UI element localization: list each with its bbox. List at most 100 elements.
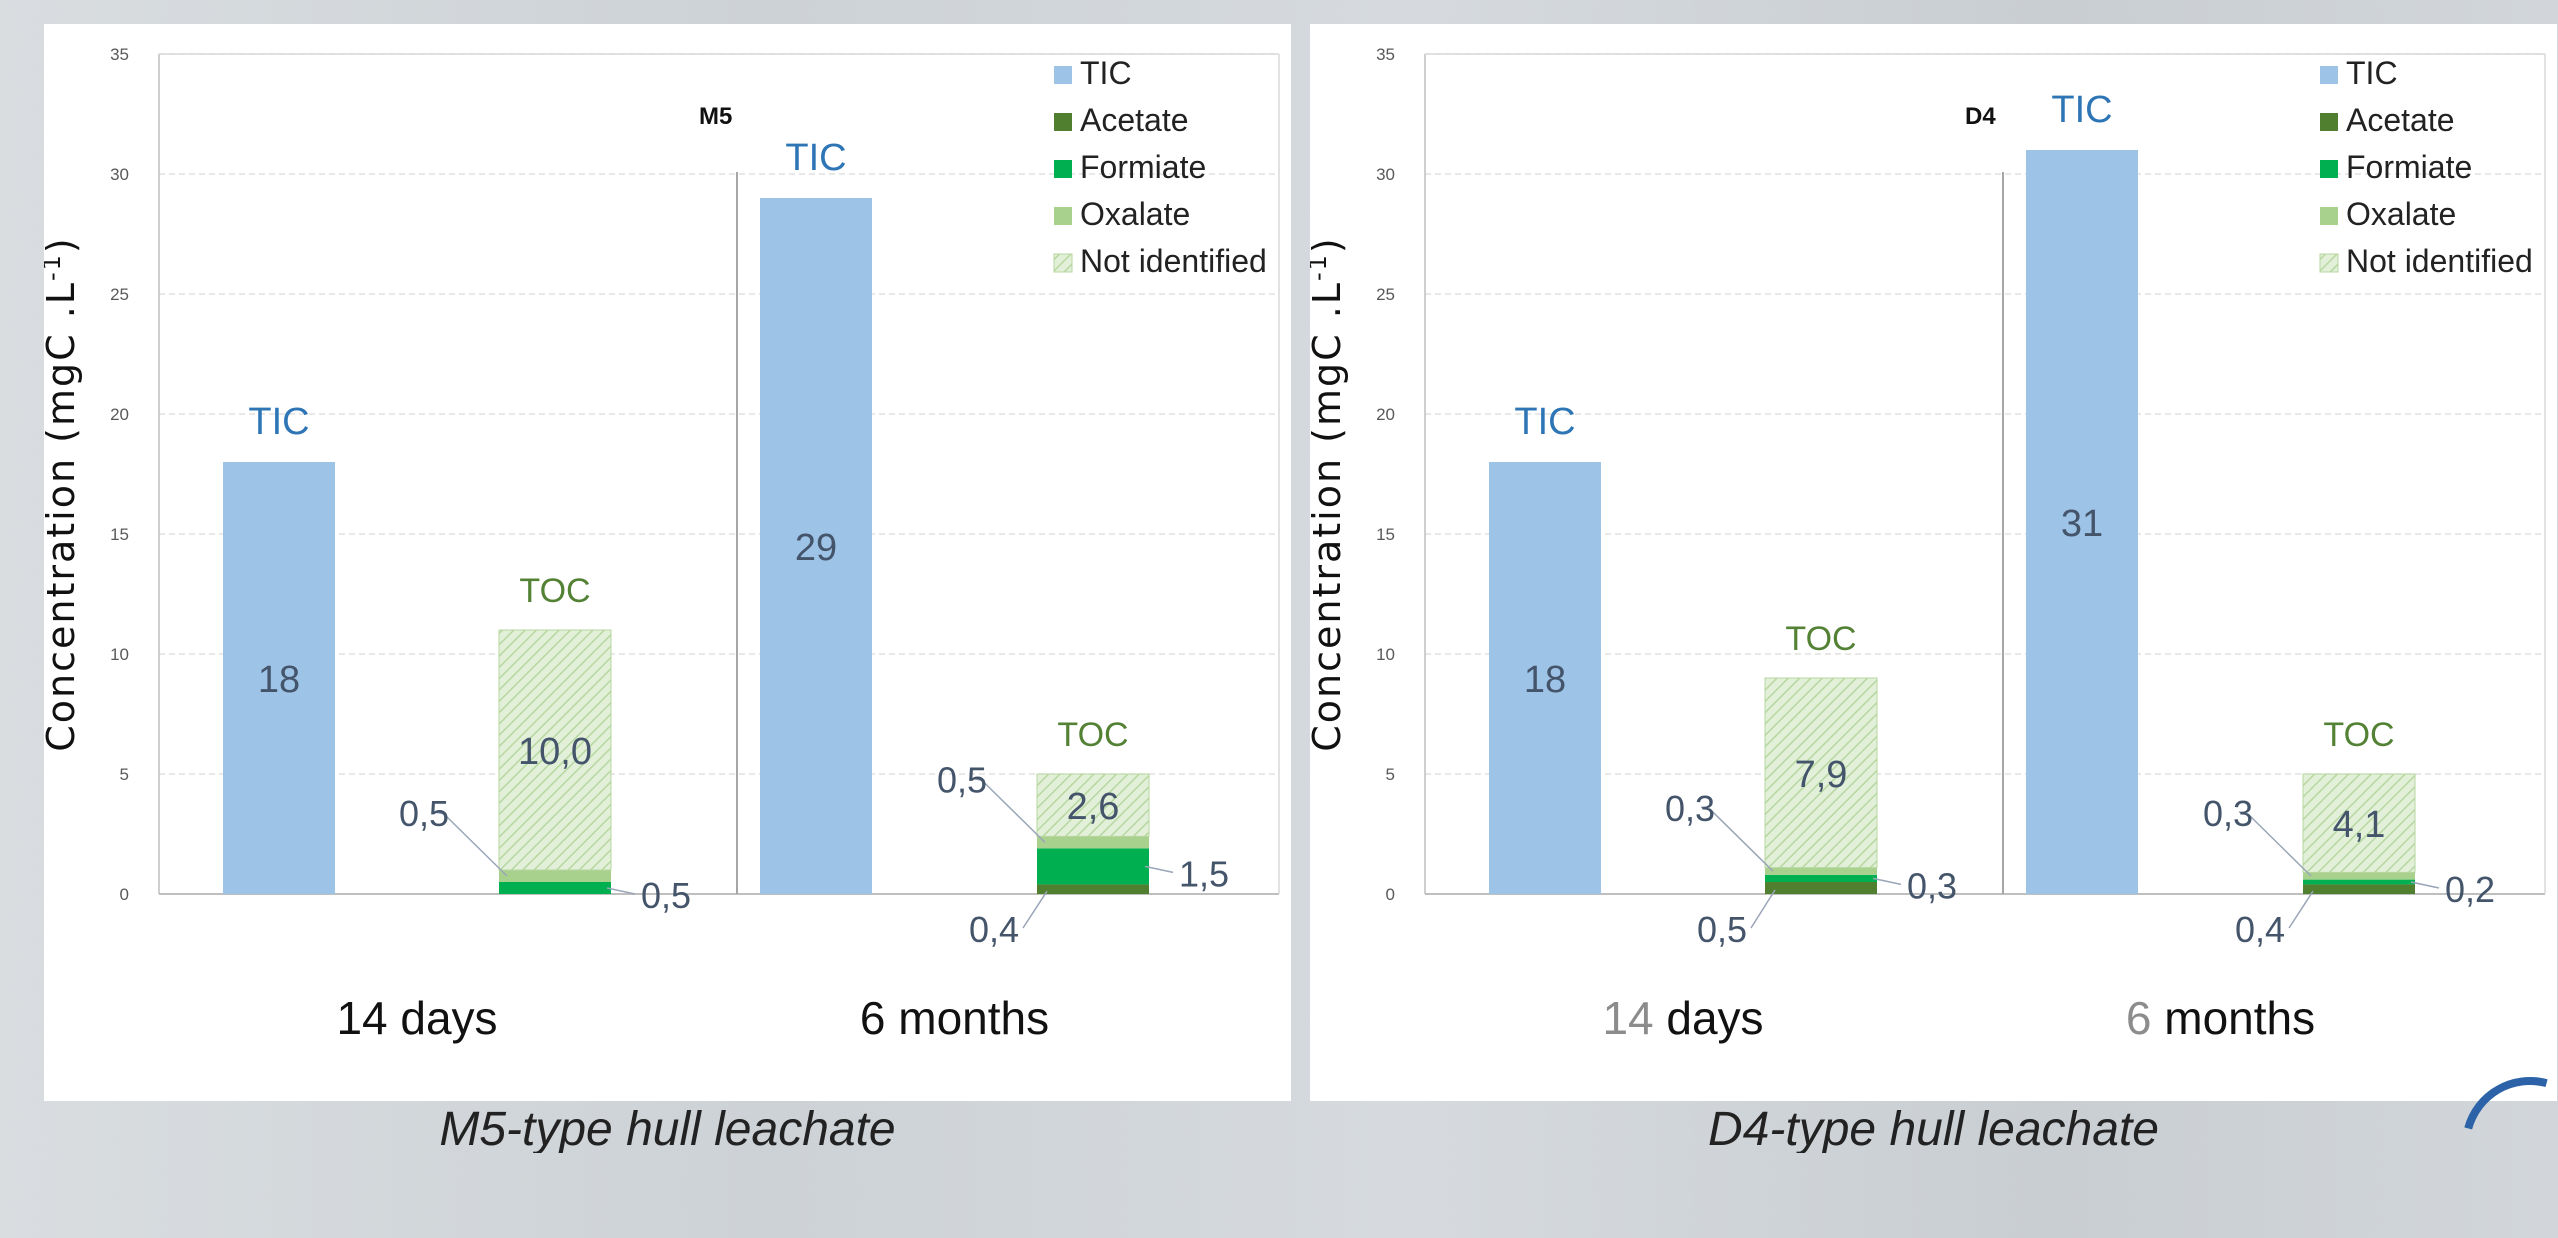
callout-leader-line [2238,811,2312,877]
y-tick-label: 25 [1376,285,1395,304]
legend-label: Not identified [1080,243,1267,279]
legend-swatch-formiate [2320,160,2338,178]
y-tick-label: 5 [120,765,129,784]
y-tick-label: 20 [110,405,129,424]
chart-panel-d4: 0 5 10 15 20 25 30 35 D4 Concentration (mgC .L-1)… [1310,24,2557,1101]
category-label: 14 days [1602,992,1763,1044]
toc-bar-title: TOC [1785,620,1856,658]
toc-segment-formiate [2303,879,2415,885]
category-label: 6 months [860,992,1049,1044]
legend-swatch-tic [1054,66,1072,84]
tic-value-label: 31 [2061,503,2103,545]
tic-bar [223,462,335,894]
callout-leader-line [1872,877,1902,886]
toc-segment-oxalate [2303,872,2415,880]
chart-d4: 0 5 10 15 20 25 30 35 D4 Concentration (mgC .L-1)… [1310,45,2546,1044]
callout-label: 0,5 [1697,909,1747,950]
not-identified-value-label: 4,1 [2333,804,2386,846]
callout-leader-line [606,887,636,895]
legend-label: Not identified [2346,243,2533,279]
y-tick-label: 5 [1386,765,1395,784]
callout-label: 0,5 [641,875,691,916]
callout-leader-line [972,777,1046,843]
legend-swatch-not-identified [1053,253,1073,273]
toc-segment-oxalate [1037,836,1149,849]
not-identified-value-label: 10,0 [518,731,592,773]
legend-label: Oxalate [2346,196,2456,232]
toc-segment-formiate [1765,874,1877,882]
tic-bar-title: TIC [2051,89,2112,131]
y-tick-label: 35 [1376,45,1395,64]
y-tick-label: 10 [1376,645,1395,664]
tic-value-label: 18 [1524,659,1566,701]
tic-value-label: 18 [258,659,300,701]
y-tick-label: 10 [110,645,129,664]
callout-leader-line [434,811,508,877]
toc-bar-title: TOC [1057,716,1128,754]
legend-label: Acetate [1080,102,1189,138]
y-tick-label: 25 [110,285,129,304]
toc-segment-not-identified [2302,773,2416,873]
tic-bar [1489,462,1601,894]
legend-label: TIC [1080,55,1132,91]
callout-leader-line [1144,865,1174,874]
toc-segment-formiate [499,882,611,894]
category-label: 14 days [336,992,497,1044]
legend-swatch-oxalate [2320,207,2338,225]
legend-label: TIC [2346,55,2398,91]
legend-label: Formiate [1080,149,1206,185]
not-identified-value-label: 2,6 [1067,786,1120,828]
callout-leader-line [1700,806,1774,872]
not-identified-value-label: 7,9 [1795,754,1848,796]
callout-label: 0,3 [2203,793,2253,834]
y-axis-label: Concentration (mgC .L-1) [1310,236,1349,752]
caption-m5: M5-type hull leachate [439,1103,896,1153]
callout-label: 1,5 [1179,853,1229,894]
callout-leader-line [2410,881,2440,889]
y-tick-label: 0 [120,885,129,904]
toc-segment-acetate [1765,882,1877,894]
caption-d4: D4-type hull leachate [1708,1103,2159,1153]
legend-swatch-formiate [1054,160,1072,178]
chart-panel-m5: 0 5 10 15 20 25 30 35 M5 Concentration (mgC .L-1)… [44,24,1291,1101]
chart-marker-label: M5 [699,103,732,130]
legend-swatch-acetate [2320,113,2338,131]
y-axis-label: Concentration (mgC .L-1) [44,236,83,752]
y-tick-label: 0 [1386,885,1395,904]
y-tick-label: 30 [1376,165,1395,184]
legend-swatch-acetate [1054,113,1072,131]
toc-bar-title: TOC [2323,716,2394,754]
legend-swatch-oxalate [1054,207,1072,225]
callout-label: 0,2 [2445,869,2495,910]
toc-bar-title: TOC [519,572,590,610]
legend-swatch-tic [2320,66,2338,84]
y-tick-label: 15 [1376,525,1395,544]
legend-label: Acetate [2346,102,2455,138]
chart-marker-label: D4 [1965,103,1996,130]
toc-segment-acetate [2303,884,2415,894]
toc-segment-formiate [1037,848,1149,885]
toc-segment-not-identified [1764,677,1878,869]
callout-label: 0,3 [1665,788,1715,829]
tic-bar-title: TIC [248,401,309,443]
tic-bar-title: TIC [785,137,846,179]
legend-label: Oxalate [1080,196,1190,232]
toc-segment-oxalate [1765,867,1877,875]
callout-leader-line [1022,890,1048,929]
legend-swatch-not-identified [2319,253,2339,273]
tic-value-label: 29 [795,527,837,569]
tic-bar-title: TIC [1514,401,1575,443]
callout-label: 0,5 [937,759,987,800]
callout-label: 0,5 [399,793,449,834]
callout-label: 0,4 [2235,909,2285,950]
callout-leader-line [2288,890,2314,929]
legend-label: Formiate [2346,149,2472,185]
chart-m5: 0 5 10 15 20 25 30 35 M5 Concentration (mgC .L-1)… [44,45,1280,1044]
y-tick-label: 35 [110,45,129,64]
callout-label: 0,3 [1907,865,1957,906]
toc-segment-acetate [1037,884,1149,894]
y-tick-label: 30 [110,165,129,184]
callout-label: 0,4 [969,909,1019,950]
y-tick-label: 20 [1376,405,1395,424]
category-label: 6 months [2126,992,2315,1044]
